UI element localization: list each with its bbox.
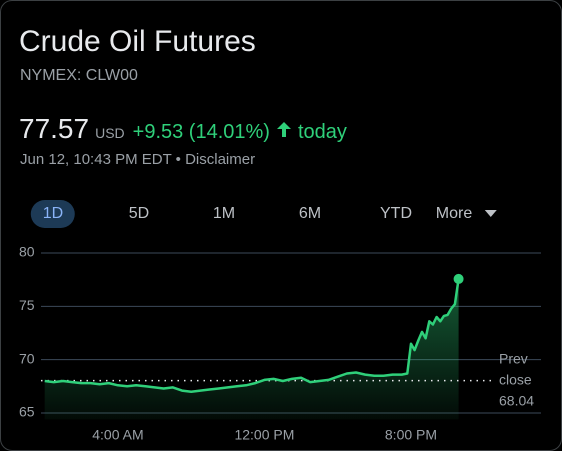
y-tick-label: 65: [19, 404, 35, 420]
y-tick-label: 75: [19, 297, 35, 313]
separator: •: [175, 151, 181, 168]
tab[interactable]: 5D: [129, 200, 149, 228]
up-arrow: [276, 122, 291, 137]
price: 77.57: [19, 113, 90, 144]
tab[interactable]: 6M: [299, 200, 321, 228]
exchange: NYMEX: CLW00: [20, 67, 138, 84]
y-tick-label: 70: [19, 350, 35, 366]
tab-label: 1D: [42, 205, 64, 222]
timestamp: Jun 12, 10:43 PM EDT: [20, 151, 172, 168]
tab-label: 6M: [298, 205, 322, 222]
tab-label: More: [435, 205, 473, 222]
price-line: [44, 278, 460, 393]
prev-close-label: close: [499, 371, 532, 387]
period: today: [297, 121, 347, 143]
prev-close-value: 68.04: [499, 392, 534, 408]
timestamp-row: Jun 12, 10:43 PM EDT • Disclaimer: [20, 151, 255, 168]
end-dot: [453, 273, 464, 284]
disclaimer[interactable]: Disclaimer: [185, 151, 256, 168]
tab[interactable]: 1D: [30, 200, 76, 228]
y-tick-label: 80: [19, 244, 35, 260]
currency: USD: [95, 125, 125, 141]
tab[interactable]: More: [436, 200, 498, 228]
tab-label: 1M: [212, 205, 236, 222]
x-tick-label: 8:00 PM: [385, 427, 437, 443]
tab-label: 5D: [128, 205, 150, 222]
x-tick-label: 4:00 AM: [92, 427, 143, 443]
dropdown-icon: [485, 210, 498, 217]
change: +9.53 (14.01%): [132, 121, 270, 143]
tab[interactable]: 1M: [213, 200, 235, 228]
prev-close-label: Prev: [499, 350, 528, 366]
price-row: 77.57 USD +9.53 (14.01%) today: [19, 113, 347, 145]
title: Crude Oil Futures: [19, 25, 256, 58]
area: [44, 278, 459, 420]
tab-label: YTD: [380, 205, 412, 222]
x-tick-label: 12:00 PM: [234, 427, 294, 443]
tab[interactable]: YTD: [380, 200, 412, 228]
